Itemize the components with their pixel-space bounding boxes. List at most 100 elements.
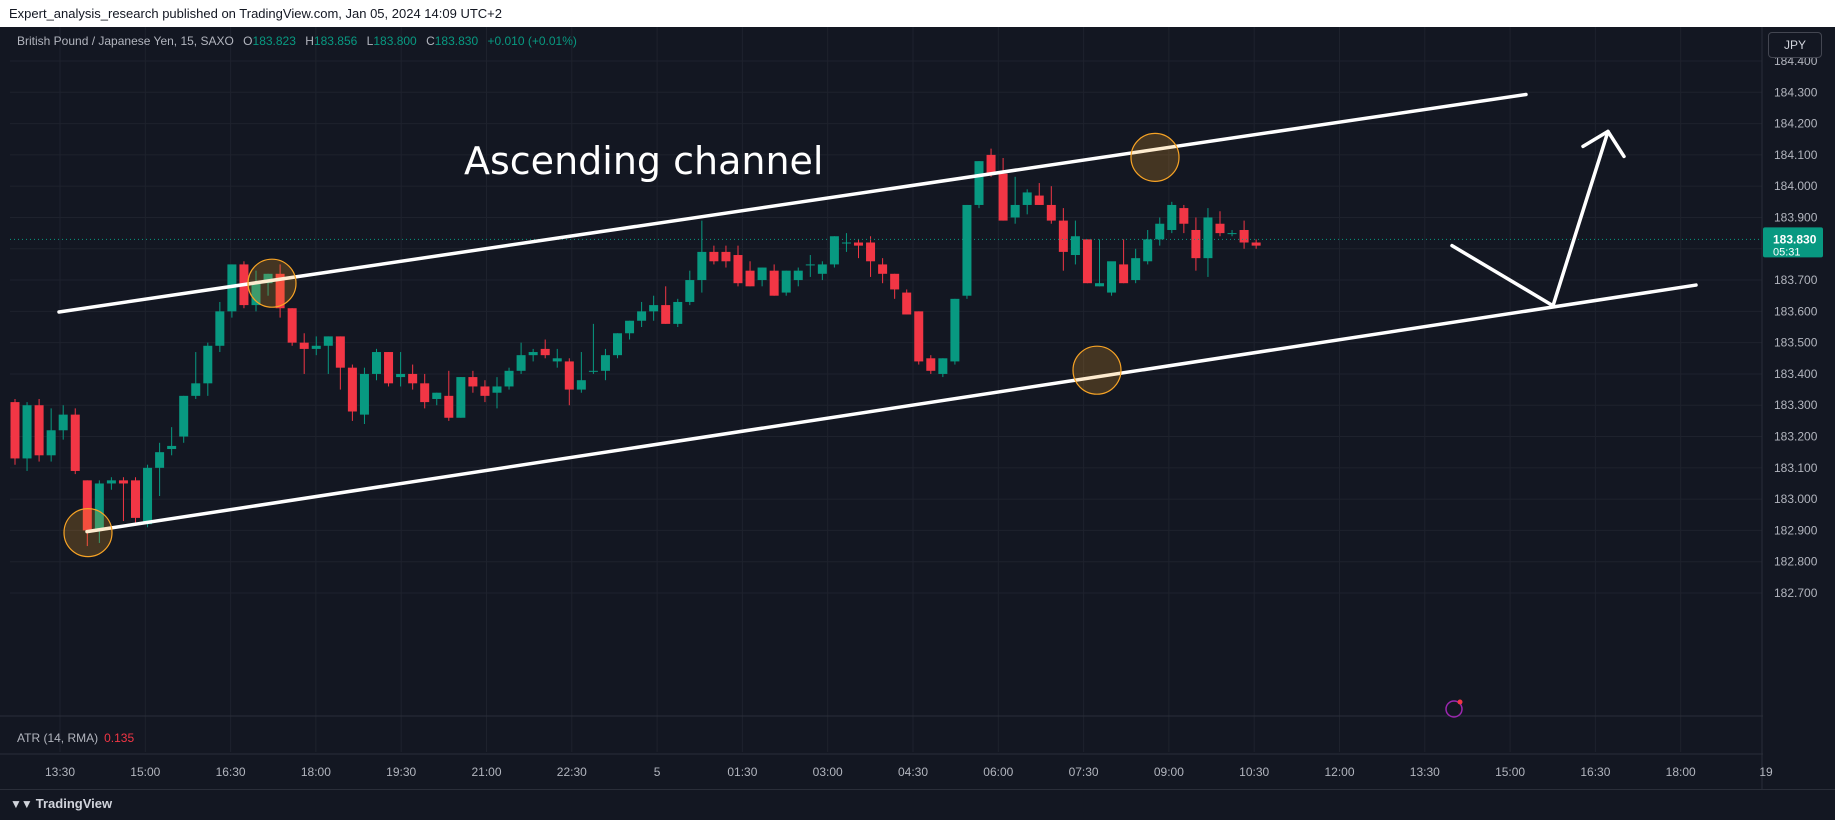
candle-body [926, 358, 936, 371]
time-tick-label: 16:30 [216, 765, 246, 779]
candle-body [733, 255, 743, 284]
candle-body [22, 405, 32, 459]
candle [938, 358, 948, 378]
candle-body [600, 355, 610, 371]
publish-header: Expert_analysis_research published on Tr… [0, 0, 1835, 27]
time-axis[interactable]: 13:30 15:00 16:30 18:00 19:30 21:00 22:30 5 01:3… [45, 765, 1773, 779]
candle [1143, 229, 1153, 265]
candle-body [408, 373, 418, 384]
candle [914, 311, 924, 365]
candle-body [962, 204, 972, 296]
candle-body [131, 480, 140, 518]
candle [155, 442, 165, 496]
candle [649, 295, 659, 321]
candle [10, 398, 20, 465]
candle-body [480, 386, 490, 396]
candle-body [10, 402, 20, 459]
candle-body [1022, 192, 1032, 205]
time-tick-label: 07:30 [1069, 765, 1099, 779]
candle-body [540, 348, 550, 356]
candle-body [34, 405, 44, 456]
publish-line: Expert_analysis_research published on Tr… [9, 6, 502, 21]
chart-background [0, 27, 1835, 789]
candle-body [1119, 264, 1129, 284]
candle [46, 408, 56, 462]
candle-body [781, 270, 791, 293]
last-price-badge [1763, 227, 1823, 258]
tv-logo-icon: ▼▼ [10, 797, 33, 811]
candle-body [323, 336, 333, 346]
candle [769, 264, 779, 296]
candle-body [841, 242, 851, 244]
candle-body [155, 452, 165, 468]
candle-body [106, 480, 116, 484]
brand-name: TradingView [35, 796, 113, 811]
chart-grid [0, 27, 1835, 789]
candle-body [215, 311, 225, 346]
candle-body [625, 320, 635, 334]
candle [890, 273, 900, 299]
candle [82, 480, 92, 547]
candle [251, 270, 261, 312]
candle [408, 364, 418, 390]
candle-body [396, 373, 406, 378]
candle [167, 427, 177, 456]
alert-icon-dot [1457, 699, 1463, 705]
candle-body [1046, 204, 1056, 221]
candle-body [1034, 195, 1044, 205]
candle [588, 323, 598, 374]
candle [697, 220, 707, 293]
price-tick-label: 183.600 [1774, 304, 1818, 318]
candle [757, 267, 767, 287]
candle [564, 358, 574, 406]
candle [805, 255, 815, 277]
candle-body [673, 301, 683, 324]
projection-path [1450, 129, 1610, 308]
candle-body [359, 373, 369, 415]
candle [1155, 217, 1165, 246]
candle-body [1227, 233, 1237, 235]
candle-body [1107, 261, 1117, 293]
drawing-layer: Ascending channel [57, 92, 1698, 718]
candle-body [1239, 229, 1249, 243]
candle [70, 408, 80, 475]
tradingview-logo[interactable]: ▼▼ TradingView [10, 796, 112, 811]
candle [335, 336, 345, 390]
candle-body [179, 395, 189, 437]
candle-body [1058, 220, 1068, 252]
currency-button[interactable]: JPY [1768, 32, 1822, 58]
touch-point-circle [1072, 345, 1122, 395]
time-tick-label: 10:30 [1239, 765, 1269, 779]
candle-body [167, 445, 177, 450]
candle [287, 308, 297, 346]
price-axis-bg [1763, 27, 1835, 789]
candle [444, 370, 454, 421]
candle [263, 273, 273, 296]
price-chart[interactable]: Ascending channel 184.400184.300184.2001… [0, 27, 1835, 789]
candle [58, 405, 68, 440]
candle [613, 333, 622, 359]
price-tick-label: 183.100 [1774, 461, 1818, 475]
candle-body [866, 242, 876, 262]
candle [131, 477, 140, 525]
candle [1227, 229, 1237, 237]
candle-body [938, 358, 948, 374]
alert-icon[interactable] [1445, 699, 1463, 718]
candle-body [311, 345, 321, 349]
candle-body [504, 370, 514, 387]
candle-body [347, 367, 357, 412]
candle-body [1082, 239, 1092, 284]
candle-body [46, 430, 56, 456]
indicator-name: ATR (14, RMA) [17, 731, 99, 745]
candle [504, 367, 514, 390]
candle [372, 348, 381, 381]
price-axis[interactable]: 184.400184.300184.200184.100184.000183.9… [1763, 27, 1835, 789]
candle-body [745, 270, 755, 287]
candle-body [685, 280, 695, 302]
time-tick-label: 09:00 [1154, 765, 1184, 779]
candle-body [878, 264, 888, 274]
candle-body [1179, 208, 1189, 224]
change-value: +0.010 (+0.01%) [487, 34, 577, 48]
footer-bar [0, 789, 1835, 820]
price-tick-label: 184.300 [1774, 85, 1818, 99]
